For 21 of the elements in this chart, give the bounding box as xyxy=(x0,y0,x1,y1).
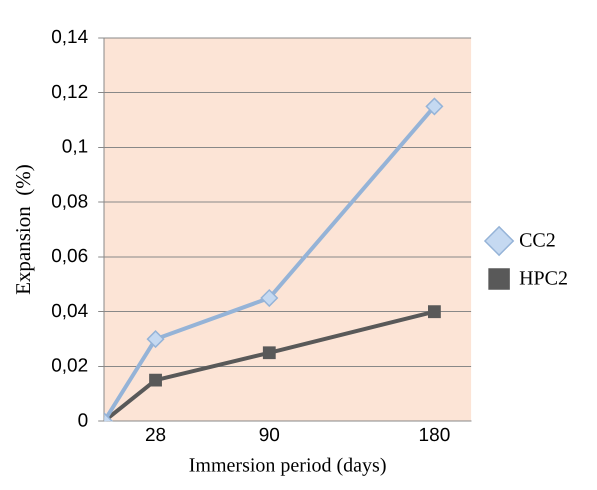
x-tick-label: 180 xyxy=(418,424,450,446)
y-tick-label: 0,14 xyxy=(51,27,89,48)
legend-label: CC2 xyxy=(519,229,556,252)
y-axis-title: Expansion (%) xyxy=(11,164,36,295)
y-tick-label: 0,08 xyxy=(51,191,88,212)
y-tick-label: 0,12 xyxy=(51,82,88,103)
y-tick-label: 0,02 xyxy=(51,356,88,377)
point xyxy=(428,305,441,318)
point xyxy=(149,374,162,387)
x-axis-title: Immersion period (days) xyxy=(188,454,387,476)
point xyxy=(146,330,164,348)
y-tick-label: 0,04 xyxy=(51,300,89,322)
y-tick-label: 0,06 xyxy=(51,246,88,268)
x-tick-label: 90 xyxy=(258,424,280,446)
y-tick-label: 0,1 xyxy=(62,136,88,158)
point xyxy=(262,346,276,360)
legend-label: HPC2 xyxy=(519,267,568,290)
point xyxy=(260,289,278,307)
x-tick-label: 28 xyxy=(144,424,166,446)
point xyxy=(426,98,444,116)
y-tick-label: 0 xyxy=(78,410,88,432)
